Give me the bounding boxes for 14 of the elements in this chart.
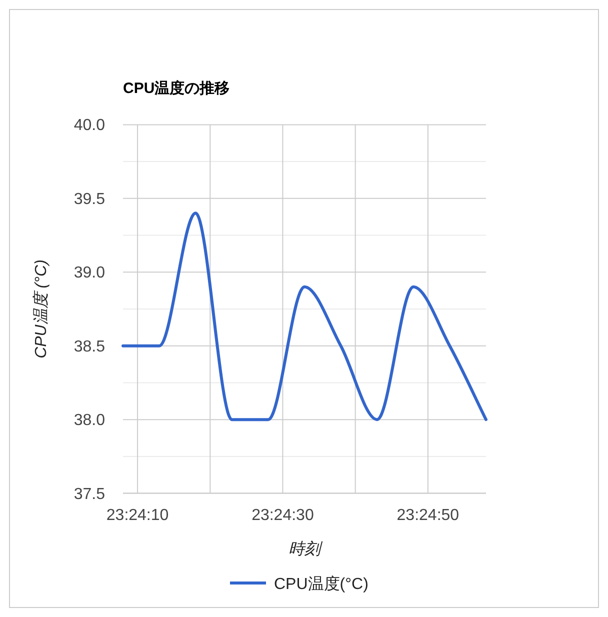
y-tick-label: 39.5 — [74, 190, 106, 208]
y-tick-label: 38.5 — [74, 338, 106, 356]
y-tick-label: 37.5 — [74, 486, 106, 503]
y-axis-title: CPU温度 (°C) — [32, 260, 50, 358]
legend-label: CPU温度(°C) — [274, 575, 368, 593]
y-tick-label: 38.0 — [74, 412, 106, 430]
y-tick-label: 39.0 — [74, 264, 106, 282]
x-tick-label: 23:24:30 — [252, 507, 314, 524]
x-axis-title: 時刻 — [288, 540, 324, 558]
line-series — [122, 212, 488, 422]
chart-title: CPU温度の推移 — [123, 79, 230, 97]
x-tick-label: 23:24:10 — [106, 507, 169, 524]
y-tick-label: 40.0 — [74, 117, 106, 134]
x-tick-label: 23:24:50 — [396, 507, 460, 524]
